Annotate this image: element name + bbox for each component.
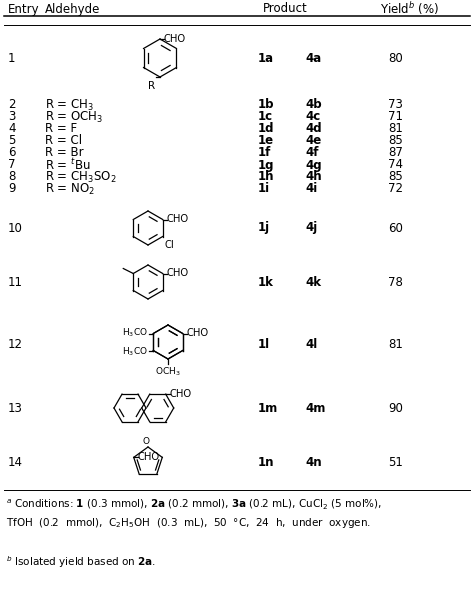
Text: 13: 13: [8, 401, 23, 414]
Text: 81: 81: [388, 338, 403, 352]
Text: Product: Product: [263, 2, 308, 16]
Text: 1a: 1a: [258, 51, 274, 65]
Text: R = F: R = F: [45, 123, 77, 136]
Text: 5: 5: [8, 135, 15, 148]
Text: 4n: 4n: [305, 456, 322, 468]
Text: 4b: 4b: [305, 99, 322, 111]
Text: $^a$ Conditions: $\mathbf{1}$ (0.3 mmol), $\mathbf{2a}$ (0.2 mmol), $\mathbf{3a}: $^a$ Conditions: $\mathbf{1}$ (0.3 mmol)…: [6, 497, 382, 530]
Text: R = NO$_2$: R = NO$_2$: [45, 181, 95, 197]
Text: R = $^t$Bu: R = $^t$Bu: [45, 157, 91, 173]
Text: R: R: [148, 81, 155, 91]
Text: CHO: CHO: [187, 328, 209, 338]
Text: 1l: 1l: [258, 338, 270, 352]
Text: CHO: CHO: [167, 269, 189, 279]
Text: 90: 90: [388, 401, 403, 414]
Text: 71: 71: [388, 111, 403, 124]
Text: Yield$^b$ (%): Yield$^b$ (%): [380, 1, 439, 17]
Text: 8: 8: [8, 170, 15, 184]
Text: 7: 7: [8, 158, 16, 172]
Text: CHO: CHO: [170, 389, 192, 399]
Text: 85: 85: [388, 170, 403, 184]
Text: 1: 1: [8, 51, 16, 65]
Text: 1k: 1k: [258, 276, 274, 288]
Text: 1e: 1e: [258, 135, 274, 148]
Text: 1i: 1i: [258, 182, 270, 196]
Text: 12: 12: [8, 338, 23, 352]
Text: 1b: 1b: [258, 99, 274, 111]
Text: R = Cl: R = Cl: [45, 135, 82, 148]
Text: R = Br: R = Br: [45, 147, 83, 160]
Text: 1h: 1h: [258, 170, 274, 184]
Text: 1j: 1j: [258, 221, 270, 234]
Text: H$_3$CO: H$_3$CO: [122, 345, 148, 358]
Text: H$_3$CO: H$_3$CO: [122, 327, 148, 338]
Text: 4: 4: [8, 123, 16, 136]
Text: Entry: Entry: [8, 2, 40, 16]
Text: CHO: CHO: [164, 34, 186, 44]
Text: 14: 14: [8, 456, 23, 468]
Text: O: O: [143, 437, 149, 446]
Text: OCH$_3$: OCH$_3$: [155, 365, 181, 377]
Text: 4h: 4h: [305, 170, 322, 184]
Text: R = CH$_3$: R = CH$_3$: [45, 97, 94, 112]
Text: 72: 72: [388, 182, 403, 196]
Text: 9: 9: [8, 182, 16, 196]
Text: 1f: 1f: [258, 147, 272, 160]
Text: R = CH$_3$SO$_2$: R = CH$_3$SO$_2$: [45, 169, 117, 185]
Text: 4c: 4c: [305, 111, 320, 124]
Text: 2: 2: [8, 99, 16, 111]
Text: 4j: 4j: [305, 221, 317, 234]
Text: 74: 74: [388, 158, 403, 172]
Text: 4k: 4k: [305, 276, 321, 288]
Text: 4a: 4a: [305, 51, 321, 65]
Text: 10: 10: [8, 221, 23, 234]
Text: 4f: 4f: [305, 147, 319, 160]
Text: 78: 78: [388, 276, 403, 288]
Text: 81: 81: [388, 123, 403, 136]
Text: 3: 3: [8, 111, 15, 124]
Text: 1n: 1n: [258, 456, 274, 468]
Text: 1d: 1d: [258, 123, 274, 136]
Text: 60: 60: [388, 221, 403, 234]
Text: 4l: 4l: [305, 338, 317, 352]
Text: 4i: 4i: [305, 182, 317, 196]
Text: Cl: Cl: [165, 240, 174, 249]
Text: 80: 80: [388, 51, 403, 65]
Text: 1c: 1c: [258, 111, 273, 124]
Text: 87: 87: [388, 147, 403, 160]
Text: 85: 85: [388, 135, 403, 148]
Text: R = OCH$_3$: R = OCH$_3$: [45, 109, 103, 124]
Text: Aldehyde: Aldehyde: [45, 2, 100, 16]
Text: CHO: CHO: [138, 452, 160, 462]
Text: 1m: 1m: [258, 401, 278, 414]
Text: 11: 11: [8, 276, 23, 288]
Text: 4m: 4m: [305, 401, 325, 414]
Text: 4d: 4d: [305, 123, 322, 136]
Text: 1g: 1g: [258, 158, 274, 172]
Text: 73: 73: [388, 99, 403, 111]
Text: CHO: CHO: [167, 215, 189, 224]
Text: 4e: 4e: [305, 135, 321, 148]
Text: 6: 6: [8, 147, 16, 160]
Text: 4g: 4g: [305, 158, 322, 172]
Text: 51: 51: [388, 456, 403, 468]
Text: $^b$ Isolated yield based on $\mathbf{2a}$.: $^b$ Isolated yield based on $\mathbf{2a…: [6, 554, 156, 570]
